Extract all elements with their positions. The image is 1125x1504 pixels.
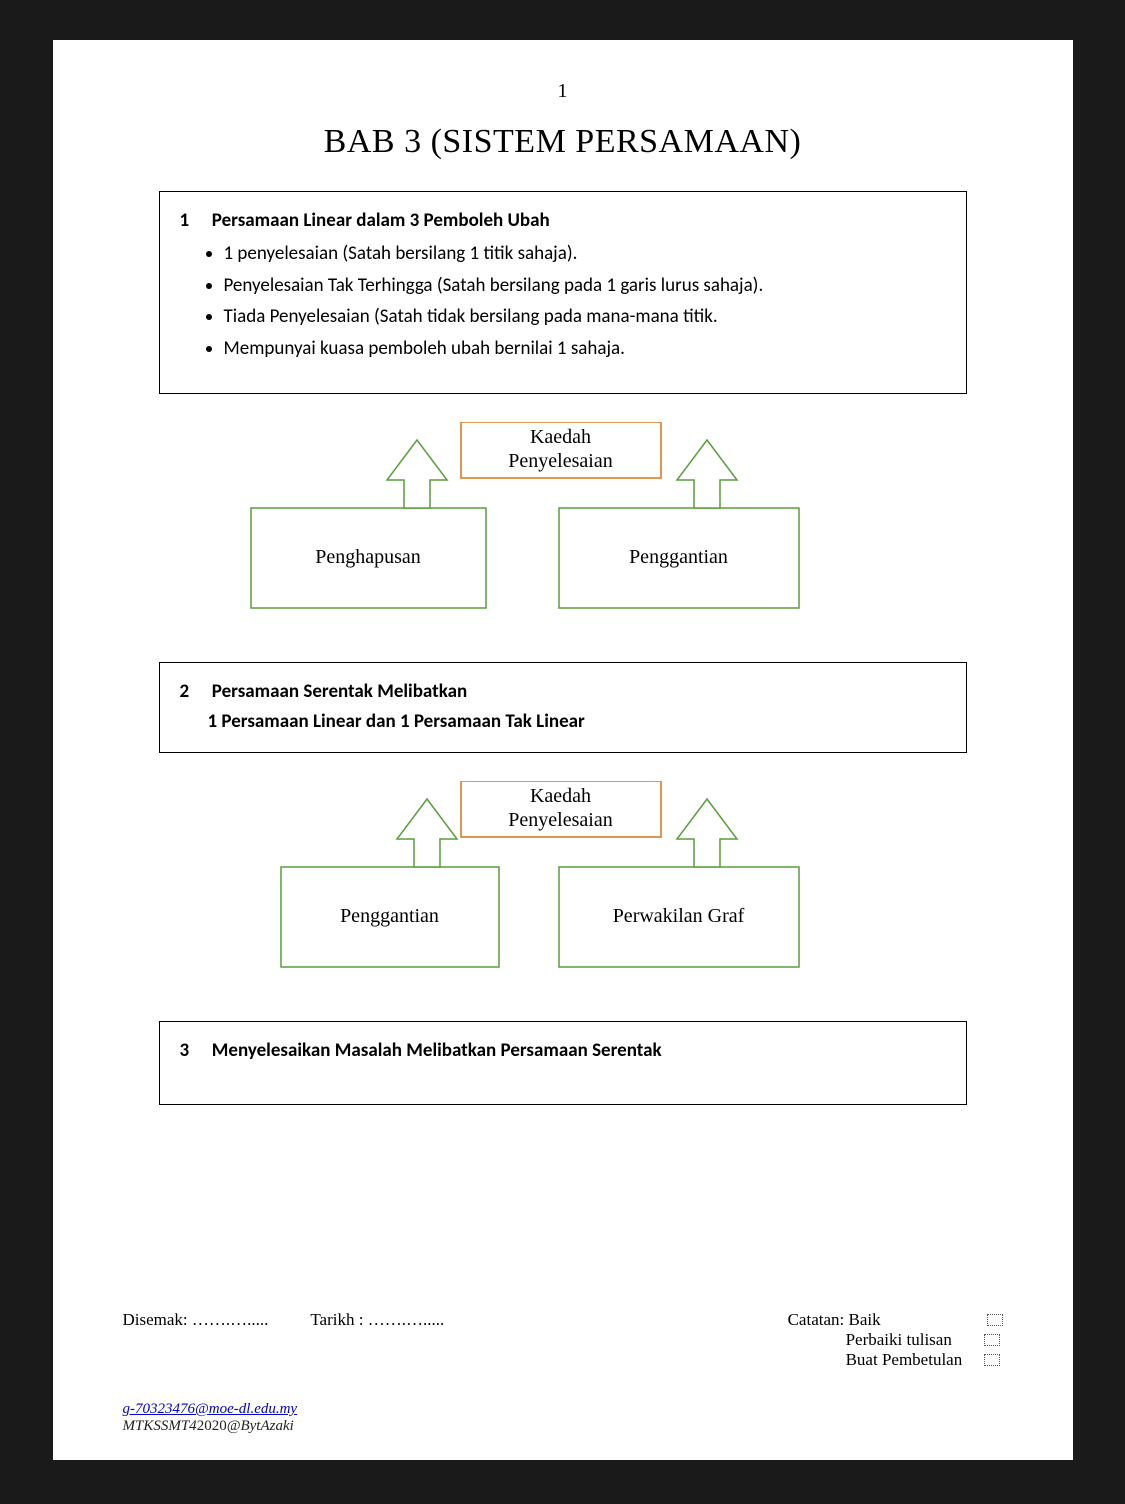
section-1-box: 1 Persamaan Linear dalam 3 Pemboleh Ubah…: [159, 191, 967, 394]
arrow-up-icon: [677, 440, 737, 508]
byline-prefix: MTKSSMT4: [123, 1418, 197, 1434]
section-2-header: 2 Persamaan Serentak Melibatkan: [180, 677, 946, 706]
document-page: 1 BAB 3 (SISTEM PERSAMAAN) 1 Persamaan L…: [53, 40, 1073, 1460]
section-1-heading: Persamaan Linear dalam 3 Pemboleh Ubah: [212, 209, 550, 232]
section-3-heading: Menyelesaikan Masalah Melibatkan Persama…: [212, 1039, 662, 1062]
method-box-right: [559, 867, 799, 967]
method-box-left: [251, 508, 486, 608]
list-item: 1 penyelesaian (Satah bersilang 1 titik …: [224, 239, 946, 268]
footer-byline: MTKSSMT42020@BytAzaki: [123, 1418, 1003, 1435]
method-box-right: [559, 508, 799, 608]
byline-year: 2020: [197, 1418, 227, 1434]
catatan-item: Buat Pembetulan: [846, 1350, 976, 1370]
page-title: BAB 3 (SISTEM PERSAMAAN): [123, 123, 1003, 161]
section-2-number: 2: [180, 677, 208, 706]
catatan-item: Baik: [849, 1310, 979, 1330]
section-2-box: 2 Persamaan Serentak Melibatkan 1 Persam…: [159, 662, 967, 753]
method-box-left: [281, 867, 499, 967]
disemak-field: Disemak: …….….....: [123, 1310, 269, 1329]
checkbox-icon: [987, 1314, 1003, 1326]
catatan-block: Catatan: Baik Perbaiki tulisan Buat Pemb…: [788, 1310, 1003, 1370]
tarikh-field: Tarikh : …….….....: [310, 1310, 444, 1329]
footer-left: Disemak: …….…..... Tarikh : …….….....: [123, 1310, 483, 1330]
footer-email-link[interactable]: g-70323476@moe-dl.edu.my: [123, 1401, 298, 1417]
kaedah-box: [461, 781, 661, 837]
section-3-header: 3 Menyelesaikan Masalah Melibatkan Persa…: [180, 1036, 946, 1065]
arrow-up-icon: [397, 799, 457, 867]
byline-suffix: @BytAzaki: [227, 1418, 294, 1434]
page-footer: Disemak: …….…..... Tarikh : …….…..... Ca…: [123, 1310, 1003, 1435]
catatan-item: Perbaiki tulisan: [846, 1330, 976, 1350]
section-1-header: 1 Persamaan Linear dalam 3 Pemboleh Ubah: [180, 206, 946, 235]
checkbox-icon: [984, 1354, 1000, 1366]
catatan-label: Catatan:: [788, 1310, 845, 1330]
section-2-heading: Persamaan Serentak Melibatkan: [212, 680, 467, 703]
section-1-list: 1 penyelesaian (Satah bersilang 1 titik …: [180, 239, 946, 363]
arrow-up-icon: [677, 799, 737, 867]
diagram-2: KaedahPenyelesaianPenggantianPerwakilan …: [159, 781, 967, 991]
section-1-number: 1: [180, 206, 208, 235]
diagram-1: KaedahPenyelesaianPenghapusanPenggantian: [159, 422, 967, 632]
list-item: Tiada Penyelesaian (Satah tidak bersilan…: [224, 302, 946, 331]
section-3-number: 3: [180, 1036, 208, 1065]
page-number: 1: [123, 80, 1003, 103]
kaedah-box: [461, 422, 661, 478]
section-2-subheading: 1 Persamaan Linear dan 1 Persamaan Tak L…: [208, 707, 946, 736]
list-item: Penyelesaian Tak Terhingga (Satah bersil…: [224, 271, 946, 300]
section-3-box: 3 Menyelesaikan Masalah Melibatkan Persa…: [159, 1021, 967, 1104]
list-item: Mempunyai kuasa pemboleh ubah bernilai 1…: [224, 334, 946, 363]
arrow-up-icon: [387, 440, 447, 508]
checkbox-icon: [984, 1334, 1000, 1346]
